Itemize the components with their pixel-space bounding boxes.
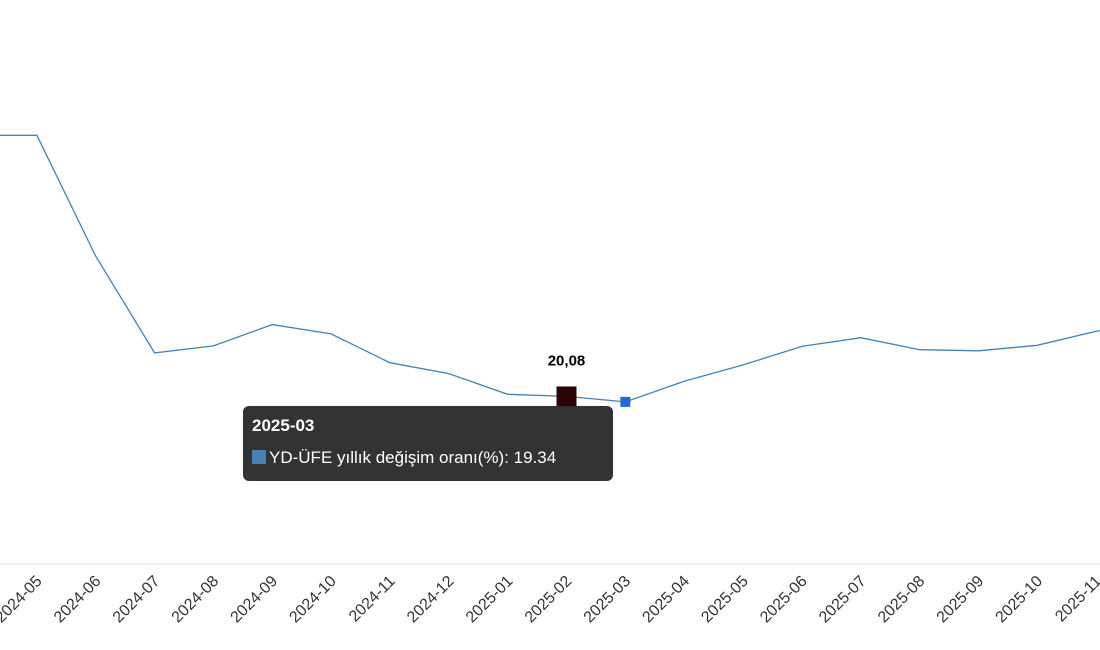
annotation-marker	[556, 386, 577, 407]
x-tick-label: 2025-07	[816, 573, 870, 627]
tooltip-separator: :	[504, 448, 514, 467]
x-tick-label: 2024-07	[110, 573, 164, 627]
x-tick-label: 2025-02	[522, 573, 576, 627]
x-tick-label: 2025-09	[934, 573, 988, 627]
x-tick-label: 2025-08	[875, 573, 929, 627]
x-tick-label: 2024-06	[51, 573, 105, 627]
markers: 20,08	[548, 352, 631, 407]
tooltip-series-name: YD-ÜFE yıllık değişim oranı(%)	[269, 448, 505, 467]
data-label: 20,08	[548, 352, 586, 369]
tooltip: 2025-03 YD-ÜFE yıllık değişim oranı(%): …	[243, 406, 613, 481]
x-tick-label: 2024-10	[286, 573, 340, 627]
x-tick-label: 2024-12	[404, 573, 458, 627]
x-tick-label: 2025-03	[581, 573, 635, 627]
tooltip-value: 19.34	[513, 448, 557, 467]
tooltip-row: YD-ÜFE yıllık değişim oranı(%): 19.34	[252, 447, 604, 469]
x-tick-label: 2024-05	[0, 573, 46, 627]
x-tick-label: 2025-01	[463, 573, 517, 627]
tooltip-title: 2025-03	[252, 416, 315, 435]
x-tick-label: 2025-05	[698, 573, 752, 627]
x-tick-label: 2025-10	[993, 573, 1047, 627]
x-axis-ticks: 2024-05 2024-06 2024-07 2024-08 2024-09 2024-…	[0, 573, 1100, 627]
x-tick-label: 2024-09	[228, 573, 282, 627]
highlight-marker[interactable]	[620, 396, 631, 407]
x-tick-label: 2025-06	[757, 573, 811, 627]
x-tick-label: 2024-11	[346, 573, 399, 626]
x-tick-label: 2024-08	[169, 573, 223, 627]
tooltip-swatch	[252, 450, 266, 464]
x-tick-label: 2025-04	[639, 573, 693, 627]
x-tick-label: 2025-11	[1052, 573, 1100, 626]
